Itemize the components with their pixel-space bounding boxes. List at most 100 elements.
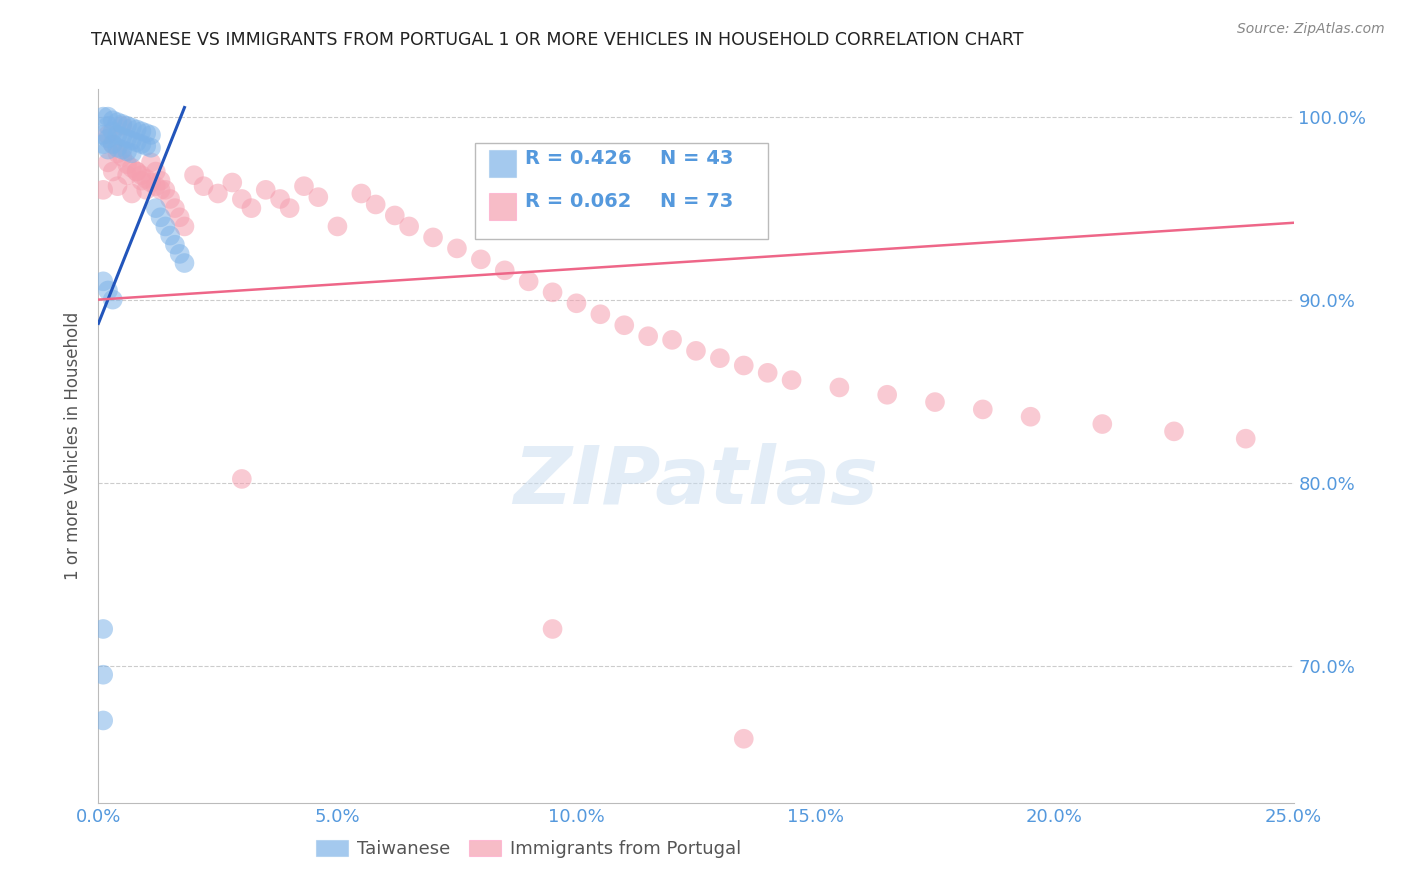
Point xyxy=(231,192,253,206)
Text: TAIWANESE VS IMMIGRANTS FROM PORTUGAL 1 OR MORE VEHICLES IN HOUSEHOLD CORRELATIO: TAIWANESE VS IMMIGRANTS FROM PORTUGAL 1 … xyxy=(91,31,1024,49)
Point xyxy=(131,137,153,152)
Point xyxy=(183,168,205,182)
Point xyxy=(125,164,148,178)
Point xyxy=(111,150,134,164)
Point xyxy=(637,329,659,343)
FancyBboxPatch shape xyxy=(489,150,516,177)
Point xyxy=(115,157,138,171)
Point xyxy=(135,183,157,197)
Point xyxy=(135,172,157,186)
Point xyxy=(398,219,420,234)
Point xyxy=(565,296,588,310)
Point xyxy=(97,284,120,298)
Point xyxy=(541,622,564,636)
Point xyxy=(1019,409,1042,424)
Point xyxy=(613,318,636,333)
Point xyxy=(107,115,129,129)
Point xyxy=(350,186,373,201)
Point xyxy=(254,183,277,197)
Point xyxy=(733,731,755,746)
Point xyxy=(121,161,143,175)
Point xyxy=(91,137,114,152)
Point xyxy=(125,164,148,178)
Point xyxy=(111,117,134,131)
Point xyxy=(876,388,898,402)
Point xyxy=(135,126,157,140)
Point xyxy=(115,131,138,145)
Point xyxy=(422,230,444,244)
Point xyxy=(193,179,215,194)
Point xyxy=(828,380,851,394)
Point xyxy=(131,174,153,188)
Point xyxy=(326,219,349,234)
Point xyxy=(470,252,492,267)
Point xyxy=(1091,417,1114,431)
Point xyxy=(589,307,612,321)
Point xyxy=(115,145,138,159)
Point xyxy=(121,146,143,161)
Point xyxy=(207,186,229,201)
Point xyxy=(169,247,191,261)
Point xyxy=(101,137,124,152)
Point xyxy=(685,343,707,358)
Point xyxy=(384,209,406,223)
Text: Source: ZipAtlas.com: Source: ZipAtlas.com xyxy=(1237,22,1385,37)
Point xyxy=(159,228,181,243)
Point xyxy=(125,135,148,149)
Point xyxy=(115,119,138,133)
Point xyxy=(107,179,129,194)
Point xyxy=(145,179,167,194)
Point xyxy=(307,190,329,204)
Point xyxy=(121,120,143,135)
Point xyxy=(661,333,683,347)
Point xyxy=(131,124,153,138)
Point xyxy=(97,110,120,124)
Point xyxy=(91,110,114,124)
Point xyxy=(149,183,172,197)
Point xyxy=(101,293,124,307)
Point xyxy=(733,359,755,373)
Point xyxy=(709,351,731,366)
Point xyxy=(149,211,172,225)
Text: N = 73: N = 73 xyxy=(661,192,734,211)
Point xyxy=(972,402,994,417)
Point xyxy=(131,168,153,182)
Point xyxy=(125,122,148,136)
Point xyxy=(101,113,124,128)
Point xyxy=(115,168,138,182)
Point xyxy=(163,237,186,252)
Y-axis label: 1 or more Vehicles in Household: 1 or more Vehicles in Household xyxy=(65,312,83,580)
Point xyxy=(107,128,129,142)
Point xyxy=(155,219,177,234)
Point xyxy=(91,183,114,197)
Point xyxy=(101,137,124,152)
Point xyxy=(163,201,186,215)
Point xyxy=(111,143,134,157)
Point xyxy=(173,256,195,270)
Point xyxy=(756,366,779,380)
Point xyxy=(135,139,157,153)
Point xyxy=(97,128,120,142)
Point xyxy=(149,174,172,188)
Text: R = 0.062: R = 0.062 xyxy=(524,192,631,211)
Point xyxy=(1234,432,1257,446)
Point xyxy=(107,146,129,161)
Point xyxy=(139,176,162,190)
Point xyxy=(91,622,114,636)
Point xyxy=(111,119,134,133)
Point xyxy=(97,131,120,145)
Point xyxy=(269,192,291,206)
Point xyxy=(97,119,120,133)
Point xyxy=(121,133,143,147)
Point xyxy=(97,155,120,169)
Point xyxy=(159,192,181,206)
Point xyxy=(494,263,516,277)
Point xyxy=(145,201,167,215)
Point xyxy=(139,141,162,155)
Point xyxy=(221,176,243,190)
Text: N = 43: N = 43 xyxy=(661,149,734,168)
Point xyxy=(278,201,301,215)
Point xyxy=(541,285,564,300)
Point xyxy=(101,164,124,178)
Point xyxy=(169,211,191,225)
